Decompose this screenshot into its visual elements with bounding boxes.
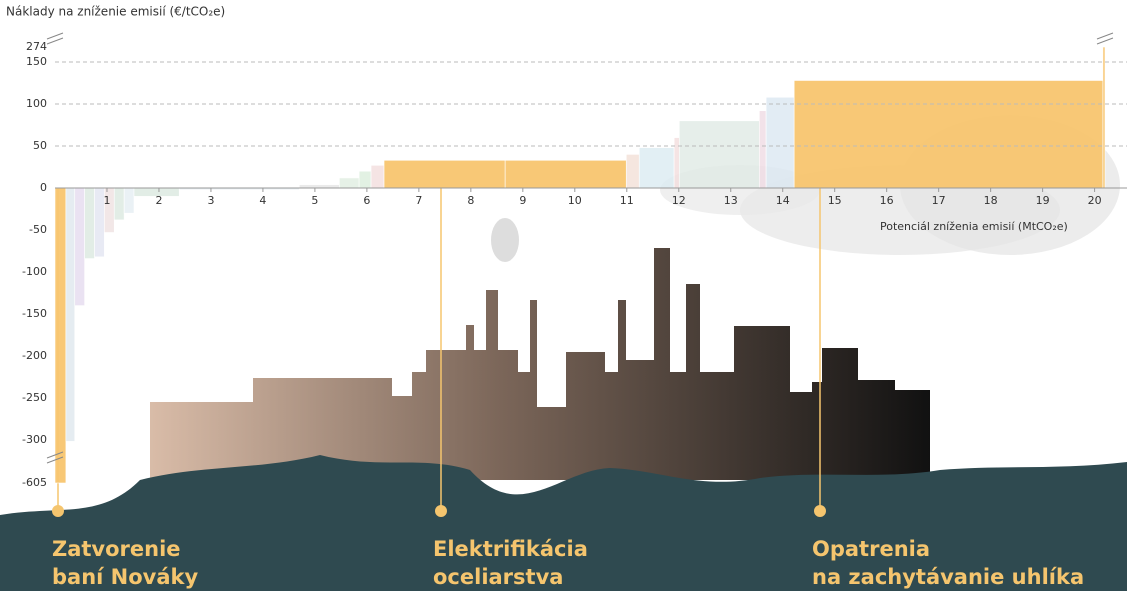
chart-title: Náklady na zníženie emisií (€/tCO₂e) bbox=[6, 5, 225, 19]
x-tick-label: 19 bbox=[1036, 194, 1050, 207]
bar bbox=[358, 170, 372, 189]
leader-dot bbox=[52, 505, 64, 517]
x-tick-label: 18 bbox=[984, 194, 998, 207]
annotation: Opatrenia bbox=[812, 537, 930, 561]
y-tick-label: 100 bbox=[26, 97, 47, 110]
bar bbox=[123, 187, 135, 214]
annotation: Elektrifikácia bbox=[433, 537, 588, 561]
bar bbox=[299, 184, 340, 189]
y-tick-label: -200 bbox=[22, 349, 47, 362]
y-tick-label: -150 bbox=[22, 307, 47, 320]
bar bbox=[370, 165, 385, 189]
x-tick-label: 13 bbox=[724, 194, 738, 207]
x-tick-label: 17 bbox=[932, 194, 946, 207]
bar bbox=[383, 159, 506, 189]
x-tick-label: 11 bbox=[620, 194, 634, 207]
bar bbox=[759, 110, 767, 189]
x-tick-label: 4 bbox=[259, 194, 266, 207]
leader-dot bbox=[814, 505, 826, 517]
y-tick-label: -300 bbox=[22, 433, 47, 446]
y-tick-label: 150 bbox=[26, 55, 47, 68]
bar bbox=[84, 187, 95, 259]
bar bbox=[765, 96, 795, 189]
annotation: na zachytávanie uhlíka bbox=[812, 565, 1084, 589]
annotation: baní Nováky bbox=[52, 565, 198, 589]
y-tick-label: -100 bbox=[22, 265, 47, 278]
bar bbox=[793, 80, 1104, 189]
x-tick-label: 15 bbox=[828, 194, 842, 207]
x-tick-label: 8 bbox=[467, 194, 474, 207]
x-tick-label: 16 bbox=[880, 194, 894, 207]
x-tick-label: 14 bbox=[776, 194, 790, 207]
bar bbox=[678, 120, 760, 189]
x-tick-label: 2 bbox=[155, 194, 162, 207]
bar bbox=[74, 187, 85, 306]
annotation: oceliarstva bbox=[433, 565, 563, 589]
y-tick-label: 0 bbox=[40, 181, 47, 194]
y-tick-label: 274 bbox=[26, 40, 47, 53]
x-tick-label: 5 bbox=[311, 194, 318, 207]
x-tick-label: 3 bbox=[207, 194, 214, 207]
bar bbox=[339, 177, 360, 189]
bar bbox=[504, 159, 627, 189]
bar bbox=[113, 187, 125, 221]
bar bbox=[638, 147, 675, 189]
bar bbox=[54, 187, 67, 484]
x-tick-label: 6 bbox=[363, 194, 370, 207]
y-tick-label: -50 bbox=[29, 223, 47, 236]
axis-break bbox=[46, 451, 64, 464]
leader-dot bbox=[435, 505, 447, 517]
y-tick-label: -250 bbox=[22, 391, 47, 404]
axis-break bbox=[1096, 32, 1114, 45]
bar bbox=[625, 154, 640, 189]
x-tick-label: 12 bbox=[672, 194, 686, 207]
x-tick-label: 10 bbox=[568, 194, 582, 207]
x-tick-label: 7 bbox=[415, 194, 422, 207]
x-axis-label: Potenciál zníženia emisií (MtCO₂e) bbox=[880, 220, 1068, 233]
bar bbox=[673, 137, 680, 189]
y-tick-label: 50 bbox=[33, 139, 47, 152]
axis-break bbox=[46, 32, 64, 45]
annotation: Zatvorenie bbox=[52, 537, 181, 561]
x-tick-label: 9 bbox=[519, 194, 526, 207]
y-tick-label: -605 bbox=[22, 476, 47, 489]
bar bbox=[1102, 46, 1106, 189]
bar bbox=[65, 187, 76, 442]
x-tick-label: 1 bbox=[103, 194, 110, 207]
x-tick-label: 20 bbox=[1088, 194, 1102, 207]
